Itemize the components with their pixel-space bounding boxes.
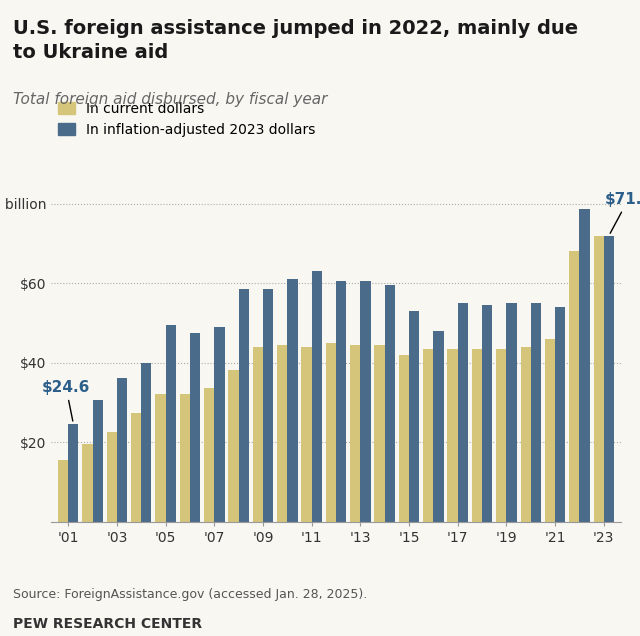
Bar xyxy=(83,445,93,522)
Bar xyxy=(180,394,190,522)
Text: $71.9: $71.9 xyxy=(604,192,640,233)
Bar xyxy=(239,289,249,522)
Bar xyxy=(579,209,589,522)
Bar xyxy=(312,271,322,522)
Bar xyxy=(569,251,579,522)
Bar xyxy=(93,400,103,522)
Bar xyxy=(326,343,336,522)
Bar xyxy=(190,333,200,522)
Bar xyxy=(287,279,298,522)
Bar xyxy=(277,345,287,522)
Bar xyxy=(228,370,239,522)
Bar xyxy=(433,331,444,522)
Bar xyxy=(117,378,127,522)
Bar xyxy=(520,347,531,522)
Bar xyxy=(593,236,604,522)
Bar xyxy=(496,349,506,522)
Bar xyxy=(531,303,541,522)
Text: PEW RESEARCH CENTER: PEW RESEARCH CENTER xyxy=(13,617,202,631)
Bar xyxy=(447,349,458,522)
Text: $24.6: $24.6 xyxy=(42,380,90,421)
Bar xyxy=(301,347,312,522)
Bar xyxy=(360,281,371,522)
Legend: In current dollars, In inflation-adjusted 2023 dollars: In current dollars, In inflation-adjuste… xyxy=(58,102,316,137)
Text: Total foreign aid disbursed, by fiscal year: Total foreign aid disbursed, by fiscal y… xyxy=(13,92,327,107)
Bar xyxy=(204,389,214,522)
Bar xyxy=(68,424,79,522)
Bar xyxy=(156,394,166,522)
Text: Source: ForeignAssistance.gov (accessed Jan. 28, 2025).: Source: ForeignAssistance.gov (accessed … xyxy=(13,588,367,601)
Bar xyxy=(545,339,555,522)
Bar xyxy=(141,363,152,522)
Bar xyxy=(555,307,565,522)
Bar xyxy=(166,325,176,522)
Bar xyxy=(423,349,433,522)
Bar xyxy=(253,347,263,522)
Bar xyxy=(336,281,346,522)
Bar xyxy=(482,305,492,522)
Bar xyxy=(58,460,68,522)
Bar xyxy=(604,236,614,522)
Bar xyxy=(409,311,419,522)
Bar xyxy=(107,432,117,522)
Bar xyxy=(506,303,516,522)
Bar xyxy=(263,289,273,522)
Bar xyxy=(385,285,395,522)
Bar xyxy=(374,345,385,522)
Bar xyxy=(399,355,409,522)
Bar xyxy=(472,349,482,522)
Bar xyxy=(131,413,141,522)
Bar xyxy=(458,303,468,522)
Bar xyxy=(214,327,225,522)
Text: U.S. foreign assistance jumped in 2022, mainly due
to Ukraine aid: U.S. foreign assistance jumped in 2022, … xyxy=(13,19,578,62)
Bar xyxy=(350,345,360,522)
